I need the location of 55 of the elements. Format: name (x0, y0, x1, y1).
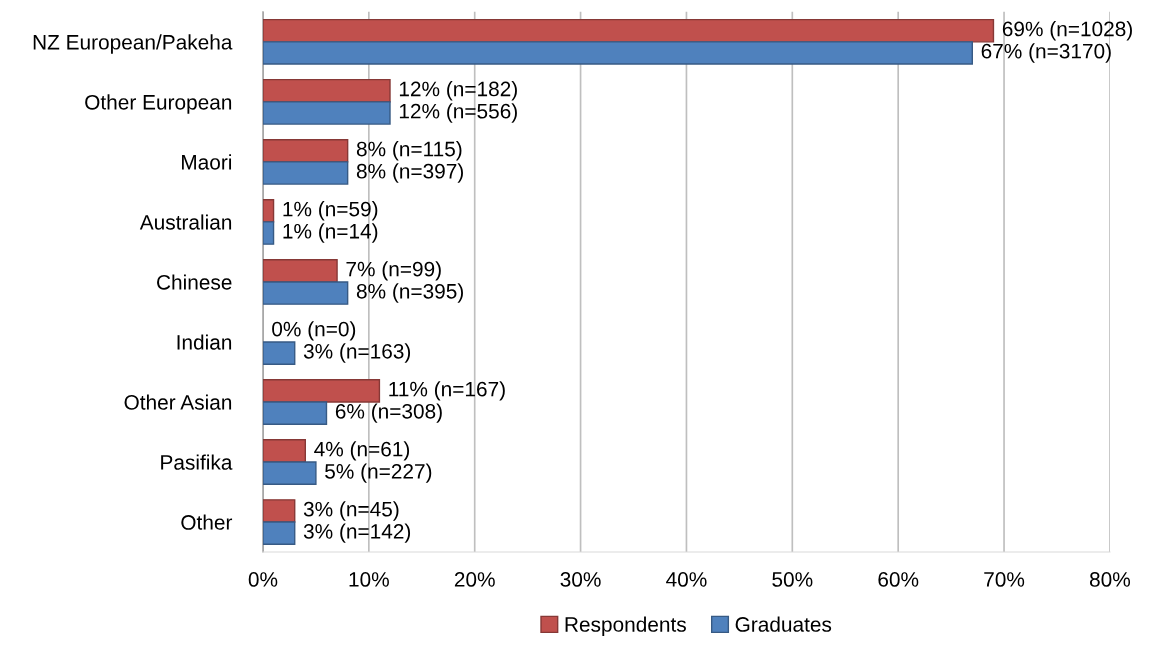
legend-label: Graduates (735, 616, 832, 632)
data-label: 3% (n=45) (303, 501, 399, 521)
data-label: 6% (n=308) (335, 403, 442, 423)
data-label: 3% (n=142) (303, 523, 411, 543)
y-tick-label: Chinese (157, 274, 232, 290)
bar (262, 521, 296, 545)
bar (262, 439, 307, 463)
data-label: 0% (n=0) (272, 321, 356, 341)
bar (262, 499, 296, 523)
x-tick-label: 60% (878, 572, 919, 587)
y-tick-label: Maori (182, 154, 232, 170)
x-tick-label: 30% (560, 572, 601, 587)
bar (262, 281, 349, 305)
data-label: 8% (n=395) (356, 283, 463, 303)
bar (262, 379, 381, 403)
y-tick-label: Australian (139, 214, 232, 230)
y-tick-label: Indian (177, 334, 232, 350)
data-label: 11% (n=167) (389, 381, 505, 401)
data-label: 8% (n=397) (356, 163, 463, 183)
bar (262, 341, 296, 365)
bar (262, 199, 275, 223)
data-label: 5% (n=227) (325, 463, 432, 483)
y-tick-label: Other Asian (124, 394, 232, 410)
data-label: 69% (n=1028) (1002, 21, 1132, 41)
x-tick-label: 20% (454, 572, 495, 587)
data-label: 1% (n=59) (283, 201, 378, 221)
bar (262, 41, 973, 65)
bar (262, 461, 317, 485)
data-label: 3% (n=163) (303, 343, 411, 363)
legend-label: Respondents (565, 616, 686, 636)
bar (262, 101, 391, 125)
x-tick-label: 10% (349, 572, 389, 587)
y-tick-label: Other European (85, 94, 232, 114)
data-label: 12% (n=182) (399, 81, 517, 101)
y-tick-label: NZ European/Pakeha (33, 34, 233, 54)
data-label: 1% (n=14) (283, 223, 378, 243)
bar (262, 259, 338, 283)
x-tick-label: 40% (666, 572, 707, 587)
x-tick-label: 80% (1089, 572, 1131, 587)
y-tick-label: Other (181, 514, 233, 530)
x-tick-label: 0% (248, 572, 278, 587)
x-tick-label: 50% (772, 572, 813, 587)
data-label: 8% (n=115) (356, 141, 462, 161)
bar (262, 161, 349, 185)
bar (262, 139, 349, 163)
x-tick-label: 70% (984, 572, 1025, 587)
y-tick-label: Pasifika (161, 454, 233, 470)
data-label: 12% (n=556) (399, 103, 517, 123)
bar (262, 78, 391, 103)
data-label: 67% (n=3170) (981, 43, 1111, 63)
bar (262, 221, 275, 245)
data-label: 7% (n=99) (346, 261, 441, 281)
bar (262, 18, 995, 43)
bar (262, 401, 328, 425)
data-label: 4% (n=61) (314, 441, 410, 461)
